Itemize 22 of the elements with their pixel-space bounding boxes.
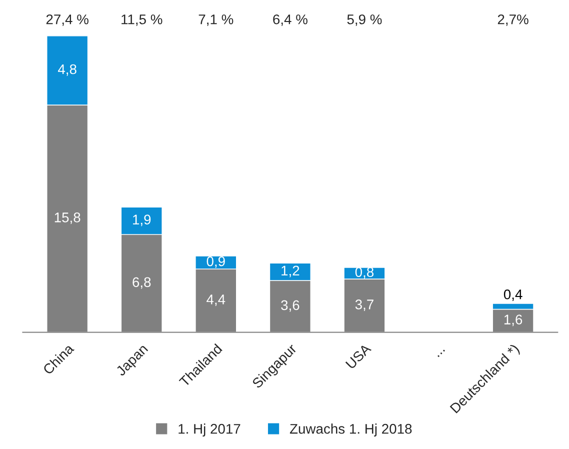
x-tick-label: USA bbox=[345, 342, 372, 370]
text: 27,4 % bbox=[46, 14, 88, 26]
data-label: 1,9 bbox=[133, 214, 151, 226]
data-label: 4,8 bbox=[58, 64, 76, 76]
text: 6,4 % bbox=[273, 14, 308, 26]
data-label: 3,7 bbox=[355, 300, 374, 312]
data-label: 3,6 bbox=[281, 300, 300, 312]
data-label: 1,6 bbox=[504, 314, 522, 326]
text: 2,7% bbox=[498, 14, 528, 26]
data-label: 0,4 bbox=[504, 289, 522, 301]
data-label: 6,8 bbox=[132, 277, 151, 289]
data-label: 0,8 bbox=[355, 267, 374, 279]
legend-label: 1. Hj 2017 bbox=[178, 424, 240, 436]
data-label: 15,8 bbox=[54, 212, 80, 224]
x-tick-label: ... bbox=[438, 350, 445, 358]
text: 5,9 % bbox=[347, 14, 382, 26]
text: 11,5 % bbox=[122, 14, 162, 26]
data-label: 1,2 bbox=[282, 266, 300, 278]
data-label: 0,9 bbox=[206, 256, 225, 268]
data-label: 4,4 bbox=[206, 294, 226, 306]
legend-label: Zuwachs 1. Hj 2018 bbox=[290, 424, 412, 436]
text: 7,1 % bbox=[198, 14, 234, 26]
